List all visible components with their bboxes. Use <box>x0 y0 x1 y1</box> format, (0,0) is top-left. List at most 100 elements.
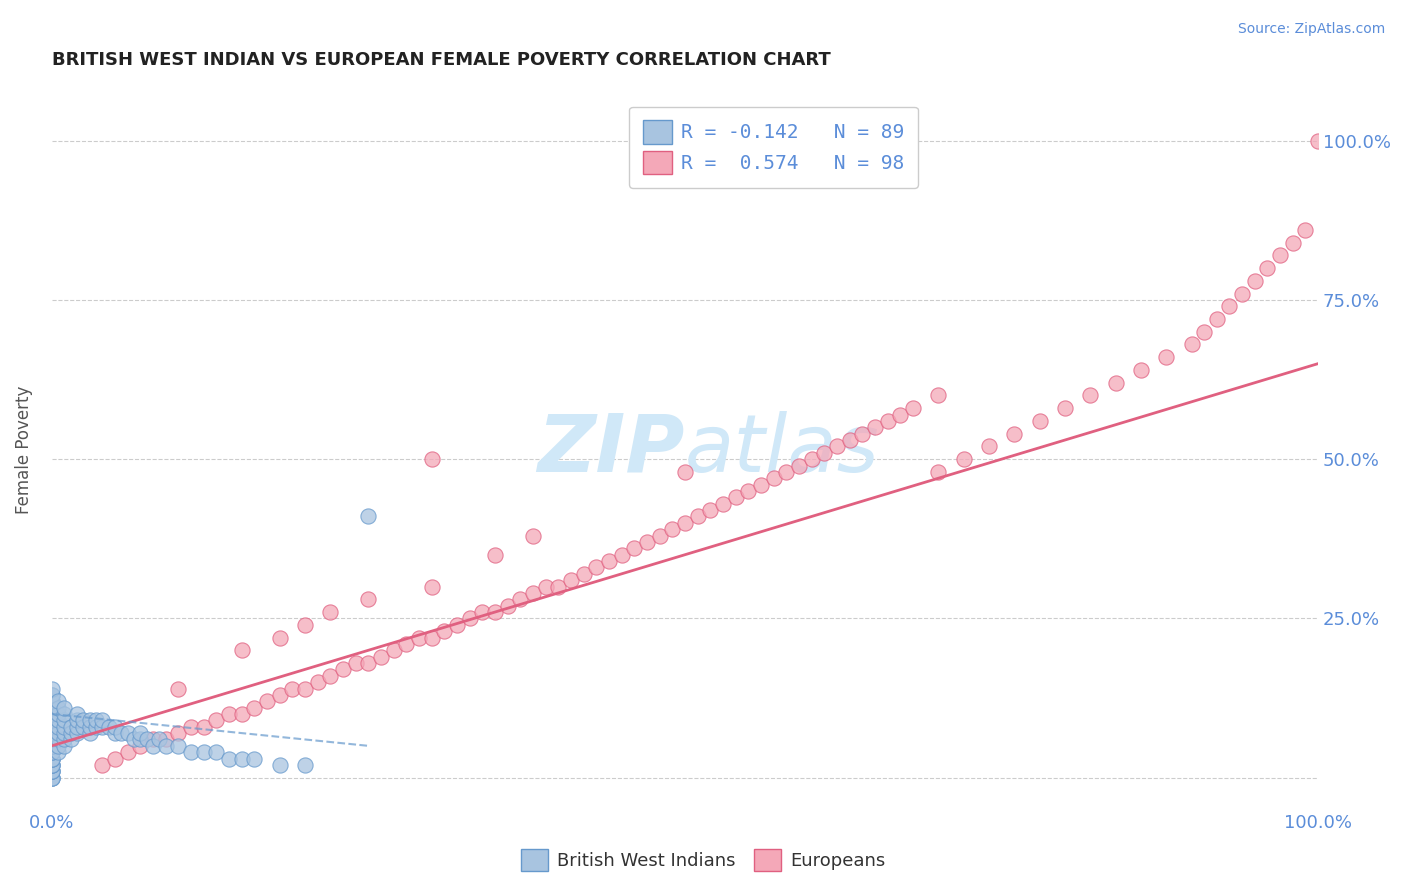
Point <box>104 751 127 765</box>
Point <box>41 771 63 785</box>
Point <box>41 771 63 785</box>
Point <box>41 739 63 753</box>
Point <box>1028 414 1050 428</box>
Point <box>281 681 304 696</box>
Point <box>256 694 278 708</box>
Point <box>41 700 63 714</box>
Point <box>395 637 418 651</box>
Point <box>205 745 228 759</box>
Point <box>41 714 63 728</box>
Point <box>180 720 202 734</box>
Point <box>84 714 107 728</box>
Point <box>205 714 228 728</box>
Point <box>484 605 506 619</box>
Point <box>547 580 569 594</box>
Point <box>46 739 69 753</box>
Point <box>117 726 139 740</box>
Point <box>686 509 709 524</box>
Point <box>851 426 873 441</box>
Point <box>41 758 63 772</box>
Text: Source: ZipAtlas.com: Source: ZipAtlas.com <box>1237 22 1385 37</box>
Point <box>420 452 443 467</box>
Point <box>104 726 127 740</box>
Point <box>522 586 544 600</box>
Point <box>1243 274 1265 288</box>
Point <box>1154 350 1177 364</box>
Point <box>46 745 69 759</box>
Point <box>357 509 380 524</box>
Point <box>41 694 63 708</box>
Point <box>135 732 157 747</box>
Text: BRITISH WEST INDIAN VS EUROPEAN FEMALE POVERTY CORRELATION CHART: BRITISH WEST INDIAN VS EUROPEAN FEMALE P… <box>52 51 831 69</box>
Point <box>889 408 911 422</box>
Point <box>572 566 595 581</box>
Point <box>737 483 759 498</box>
Point <box>243 751 266 765</box>
Point <box>307 675 329 690</box>
Point <box>269 631 291 645</box>
Point <box>1129 363 1152 377</box>
Point <box>762 471 785 485</box>
Point <box>41 751 63 765</box>
Point <box>420 631 443 645</box>
Point <box>433 624 456 639</box>
Text: atlas: atlas <box>685 410 880 489</box>
Point <box>41 739 63 753</box>
Point <box>41 706 63 721</box>
Point <box>117 745 139 759</box>
Point <box>1192 325 1215 339</box>
Point <box>648 528 671 542</box>
Point <box>585 560 607 574</box>
Point <box>41 739 63 753</box>
Point <box>167 739 190 753</box>
Point <box>623 541 645 556</box>
Point <box>53 700 76 714</box>
Point <box>41 764 63 779</box>
Point <box>1104 376 1126 390</box>
Point <box>775 465 797 479</box>
Point <box>193 745 215 759</box>
Point <box>41 758 63 772</box>
Point <box>46 720 69 734</box>
Point <box>59 732 82 747</box>
Point <box>218 751 240 765</box>
Point <box>41 720 63 734</box>
Point <box>534 580 557 594</box>
Point <box>41 732 63 747</box>
Point <box>952 452 974 467</box>
Point <box>319 605 342 619</box>
Point <box>142 732 165 747</box>
Point <box>838 433 860 447</box>
Point <box>46 726 69 740</box>
Point <box>180 745 202 759</box>
Point <box>155 732 177 747</box>
Point <box>1218 299 1240 313</box>
Point <box>1002 426 1025 441</box>
Point <box>636 535 658 549</box>
Point <box>446 617 468 632</box>
Point <box>319 669 342 683</box>
Point <box>41 694 63 708</box>
Point <box>53 726 76 740</box>
Point <box>59 720 82 734</box>
Point <box>231 706 253 721</box>
Point <box>41 745 63 759</box>
Point <box>610 548 633 562</box>
Point <box>711 497 734 511</box>
Point <box>927 388 949 402</box>
Point <box>66 706 89 721</box>
Point <box>1268 248 1291 262</box>
Point <box>344 656 367 670</box>
Point <box>876 414 898 428</box>
Point <box>66 726 89 740</box>
Point <box>496 599 519 613</box>
Point <box>458 611 481 625</box>
Point <box>104 720 127 734</box>
Point <box>294 681 316 696</box>
Point <box>370 649 392 664</box>
Point <box>41 732 63 747</box>
Point <box>901 401 924 416</box>
Point <box>53 714 76 728</box>
Point <box>66 714 89 728</box>
Point <box>382 643 405 657</box>
